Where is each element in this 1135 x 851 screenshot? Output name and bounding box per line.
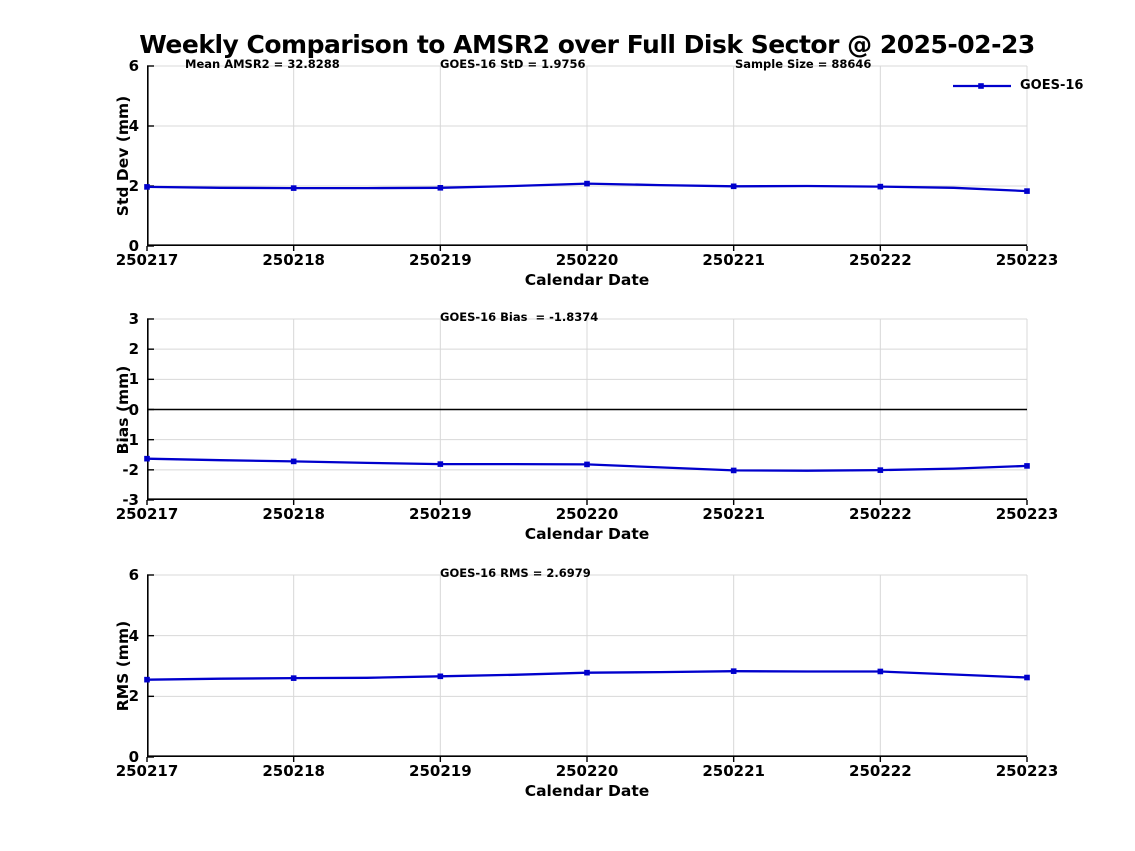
x-tick-label: 250220	[555, 762, 619, 780]
x-tick-label: 250217	[115, 251, 179, 269]
data-point-marker	[1024, 674, 1030, 681]
subplot-std-dev: 0 2 4 6 250217 250218 250219 250220 250221 250222…	[114, 57, 1058, 289]
subplot-canvas-rms	[144, 574, 1030, 762]
x-tick-label: 250220	[555, 505, 619, 523]
y-tick-label: 2	[128, 687, 139, 706]
y-axis-label: Bias (mm)	[114, 365, 132, 454]
y-tick-label: -3	[122, 491, 139, 509]
subplot-bias: -3 -2 -1 0 1 2 3 250217 250218 250219 250220 250221…	[114, 310, 1058, 543]
data-point-marker	[730, 668, 737, 674]
data-point-marker	[437, 461, 444, 467]
y-axis-label: Std Dev (mm)	[114, 95, 132, 217]
annotation: Mean AMSR2 = 32.8288	[185, 57, 340, 71]
y-tick-label: 3	[128, 310, 139, 328]
subplot-canvas-bias	[144, 318, 1030, 505]
annotation: GOES-16 Bias = -1.8374	[440, 310, 599, 324]
y-tick-label: -2	[122, 460, 139, 479]
x-tick-label: 250217	[115, 762, 179, 780]
y-tick-label: 4	[128, 117, 139, 135]
annotation: Sample Size = 88646	[735, 57, 872, 71]
data-point-marker	[877, 668, 884, 675]
data-point-marker	[144, 455, 150, 462]
x-tick-label: 250219	[409, 505, 472, 523]
annotation: GOES-16 RMS = 2.6979	[440, 566, 591, 580]
y-tick-label: 2	[128, 340, 139, 359]
x-tick-label: 250220	[555, 251, 619, 269]
x-tick-label: 250218	[262, 505, 325, 523]
data-point-marker	[877, 183, 884, 190]
y-tick-label: 2	[128, 177, 139, 195]
y-tick-label: 6	[128, 566, 139, 584]
data-point-marker	[144, 184, 150, 190]
x-tick-label: 250219	[409, 251, 472, 269]
x-axis-label: Calendar Date	[524, 525, 650, 543]
data-point-marker	[730, 467, 737, 474]
annotation: GOES-16 StD = 1.9756	[440, 57, 586, 71]
y-tick-label: -1	[122, 430, 139, 449]
x-tick-label: 250223	[995, 762, 1059, 780]
data-point-marker	[877, 467, 884, 473]
data-point-marker	[584, 669, 590, 676]
figure-title: Weekly Comparison to AMSR2 over Full Dis…	[139, 30, 1035, 59]
data-point-marker	[437, 673, 444, 680]
legend: GOES-16	[953, 78, 1083, 93]
x-tick-label: 250223	[995, 251, 1059, 269]
data-point-marker	[290, 675, 297, 681]
y-tick-label: 4	[128, 626, 139, 645]
data-point-marker	[144, 676, 150, 683]
x-tick-label: 250217	[115, 505, 179, 523]
x-tick-label: 250219	[409, 762, 472, 780]
x-tick-label: 250223	[995, 505, 1059, 523]
legend-label: GOES-16	[1020, 78, 1084, 93]
data-point-marker	[290, 458, 297, 465]
x-tick-label: 250222	[849, 251, 912, 269]
data-point-marker	[437, 185, 444, 191]
x-tick-label: 250222	[849, 505, 912, 523]
x-axis-label: Calendar Date	[524, 271, 650, 289]
subplot-rms: 0 2 4 6 250217 250218 250219 250220 250221 250222…	[114, 566, 1058, 800]
y-axis-label: RMS (mm)	[114, 620, 132, 712]
legend-line-sample	[953, 82, 1011, 89]
data-point-marker	[584, 180, 590, 187]
x-tick-label: 250222	[849, 762, 912, 780]
data-point-marker	[584, 461, 590, 468]
x-tick-label: 250221	[702, 762, 765, 780]
data-point-marker	[290, 185, 297, 191]
y-tick-label: 0	[128, 400, 139, 419]
x-tick-label: 250221	[702, 505, 765, 523]
legend-marker	[978, 82, 984, 89]
y-tick-label: 6	[128, 57, 139, 75]
x-tick-label: 250221	[702, 251, 765, 269]
data-point-marker	[1024, 188, 1030, 194]
x-tick-label: 250218	[262, 251, 325, 269]
data-point-marker	[1024, 463, 1030, 469]
y-tick-label: 1	[128, 370, 139, 389]
subplot-canvas-std-dev	[144, 65, 1030, 251]
x-axis-label: Calendar Date	[524, 782, 650, 800]
x-tick-label: 250218	[262, 762, 325, 780]
data-point-marker	[730, 183, 737, 190]
y-tick-label: 0	[128, 748, 139, 766]
y-tick-label: 0	[128, 237, 139, 255]
